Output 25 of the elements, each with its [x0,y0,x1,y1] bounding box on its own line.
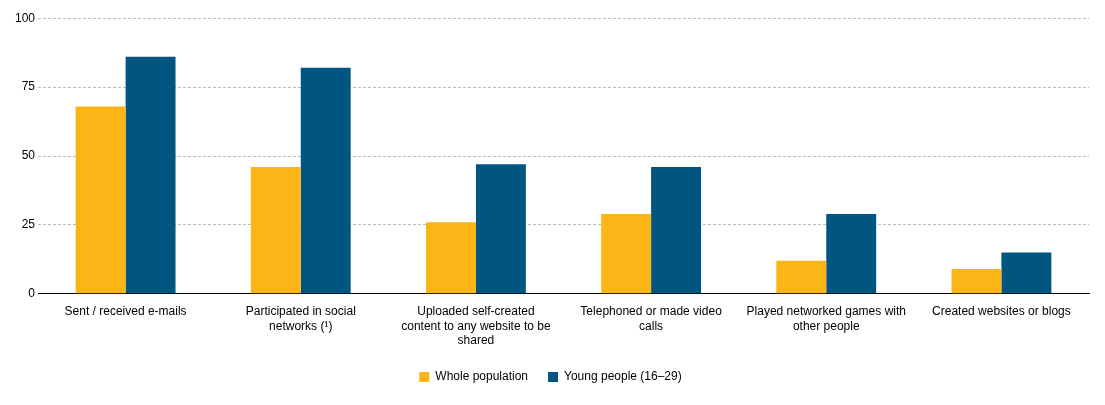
x-tick-label: Sent / received e-mails [64,304,187,319]
y-tick-label: 75 [21,79,36,94]
bar [250,167,301,294]
y-tick-label: 50 [21,148,36,163]
x-tick-label: Participated in social networks (¹) [245,304,356,333]
bar [951,269,1002,294]
bar [601,213,652,294]
x-tick-label: Telephoned or made video calls [580,304,723,333]
legend-label: Young people (16–29) [564,369,682,384]
bar [300,67,351,294]
x-tick-label: Played networked games with other people [746,304,906,333]
bar [1001,252,1052,294]
bar [776,260,827,294]
bar [651,167,702,294]
bar [125,56,176,294]
legend-label: Whole population [435,369,529,384]
y-tick-label: 0 [28,286,36,301]
y-tick-label: 25 [21,217,36,232]
x-tick-label: Created websites or blogs [932,304,1071,319]
bar [426,222,476,294]
bar [75,106,126,294]
y-tick-label: 100 [14,10,36,25]
x-tick-label: Uploaded self-created content to any website to be shared [401,304,551,348]
bar [475,164,526,294]
bar [826,213,877,294]
